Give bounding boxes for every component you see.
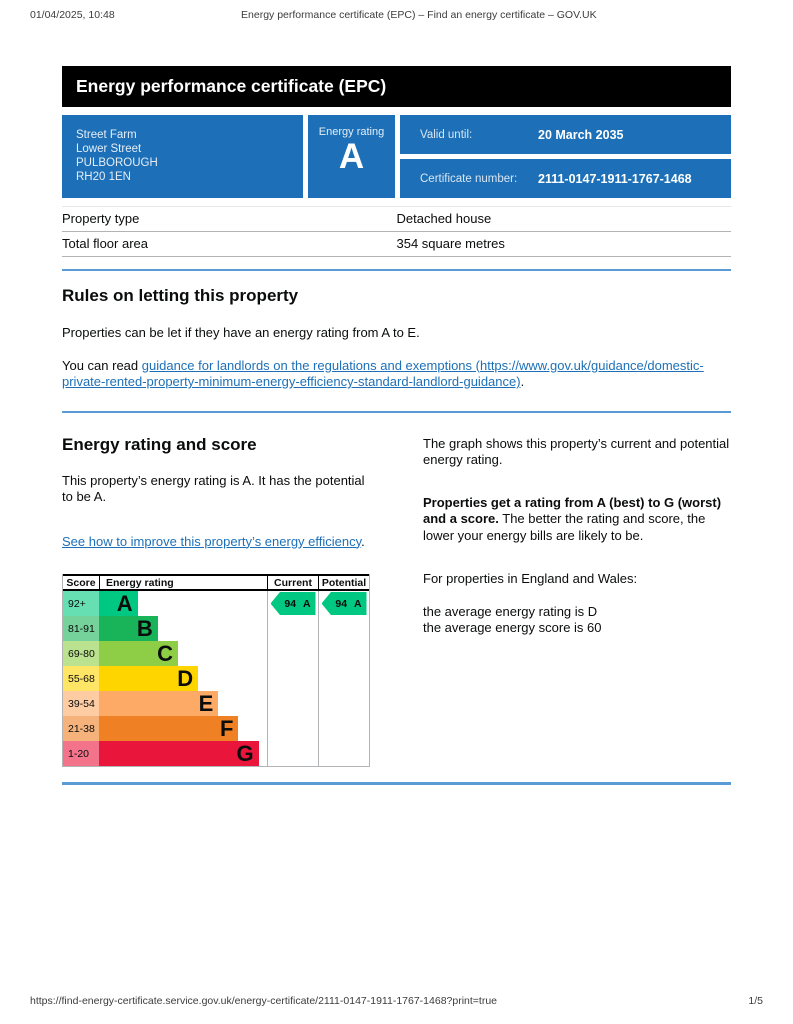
section-divider: [62, 269, 731, 271]
current-letter: A: [303, 597, 311, 610]
property-type-label: Property type: [62, 206, 397, 232]
address-line: Street Farm: [76, 129, 137, 141]
valid-until-box: Valid until: 20 March 2035: [400, 115, 731, 154]
current-rating-arrow: 94 A: [270, 592, 316, 615]
certificate-number-box: Certificate number: 2111-0147-1911-1767-…: [400, 159, 731, 198]
rules-paragraph: Properties can be let if they have an en…: [62, 325, 420, 340]
epc-band-bar: D: [99, 666, 199, 691]
epc-band-score-range: 55-68: [63, 666, 99, 691]
energy-rating-value: A: [338, 137, 365, 176]
total-floor-area-value: 354 square metres: [396, 231, 731, 257]
print-footer: https://find-energy-certificate.service.…: [30, 995, 763, 1007]
rating-explainer-paragraph: Properties get a rating from A (best) to…: [423, 495, 731, 545]
epc-band-score-range: 39-54: [63, 691, 99, 716]
energy-rating-label: Energy rating: [318, 126, 385, 138]
epc-band-bar: A: [99, 591, 138, 616]
rules-guidance-suffix: .: [520, 374, 525, 389]
print-header: 01/04/2025, 10:48 Energy performance cer…: [30, 9, 763, 21]
improve-efficiency-link[interactable]: See how to improve this property’s energ…: [62, 533, 362, 549]
property-address: Street Farm Lower Street PULBOROUGH RH20…: [62, 115, 303, 198]
rules-section-heading: Rules on letting this property: [62, 286, 299, 305]
epc-band-letter: F: [219, 716, 234, 741]
graph-description-paragraph: The graph shows this property’s current …: [423, 435, 730, 468]
section-divider: [62, 782, 731, 785]
rating-summary-paragraph: This property’s energy rating is A. It h…: [62, 472, 365, 505]
print-page-indicator: 1/5: [748, 995, 763, 1007]
rating-section-heading: Energy rating and score: [62, 434, 257, 454]
epc-band-letter: D: [177, 666, 194, 691]
epc-band-row-e: 39-54 E: [63, 691, 369, 716]
potential-letter: A: [354, 597, 362, 610]
epc-band-letter: G: [236, 741, 254, 766]
property-type-value: Detached house: [396, 206, 731, 232]
total-floor-area-label: Total floor area: [62, 231, 397, 257]
epc-band-row-b: 81-91 B: [63, 616, 369, 641]
epc-band-score-range: 81-91: [63, 616, 99, 641]
epc-rating-chart: Score Energy rating Current Potential 92…: [62, 574, 370, 767]
section-divider: [62, 410, 731, 413]
epc-band-letter: A: [116, 591, 133, 616]
table-row: Property type Detached house: [62, 206, 731, 232]
landlord-guidance-link[interactable]: guidance for landlords on the regulation…: [62, 357, 704, 390]
potential-score: 94: [335, 597, 348, 610]
print-datetime: 01/04/2025, 10:48: [30, 9, 115, 21]
address-line: PULBOROUGH: [76, 157, 158, 169]
epc-band-bar: E: [99, 691, 219, 716]
certificate-summary: Street Farm Lower Street PULBOROUGH RH20…: [62, 115, 731, 198]
epc-band-bar: F: [99, 716, 239, 741]
address-line: Lower Street: [76, 143, 142, 155]
valid-until-value: 20 March 2035: [538, 127, 624, 142]
epc-band-row-d: 55-68 D: [63, 666, 369, 691]
current-score: 94: [284, 597, 297, 610]
address-line: RH20 1EN: [76, 171, 131, 183]
rules-guidance-paragraph: You can read guidance for landlords on t…: [62, 358, 731, 391]
epc-header-potential: Potential: [318, 576, 369, 589]
valid-until-label: Valid until:: [420, 128, 473, 141]
improve-link-suffix: .: [361, 533, 365, 549]
england-wales-paragraph: For properties in England and Wales:: [423, 571, 638, 586]
epc-band-bar: C: [99, 641, 178, 666]
epc-band-score-range: 69-80: [63, 641, 99, 666]
table-row: Total floor area 354 square metres: [62, 231, 731, 257]
epc-band-row-g: 1-20 G: [63, 741, 369, 766]
epc-header-current: Current: [267, 576, 318, 589]
print-document-title: Energy performance certificate (EPC) – F…: [241, 9, 597, 21]
epc-header-score: Score: [66, 577, 96, 589]
certificate-number-label: Certificate number:: [420, 172, 518, 185]
rating-explainer-rest: The better the rating and score, the low…: [423, 511, 706, 543]
certificate-page: Energy performance certificate (EPC) Str…: [62, 66, 731, 785]
epc-band-letter: B: [136, 616, 153, 641]
epc-band-row-c: 69-80 C: [63, 641, 369, 666]
property-facts-table: Property type Detached house Total floor…: [62, 206, 731, 257]
improve-paragraph: See how to improve this property’s energ…: [62, 534, 374, 551]
epc-band-bar: G: [99, 741, 259, 766]
rules-guidance-prefix: You can read: [62, 357, 142, 373]
epc-band-letter: E: [198, 691, 214, 716]
print-footer-url: https://find-energy-certificate.service.…: [30, 995, 498, 1007]
average-score-line: the average energy score is 60: [423, 620, 602, 635]
epc-band-score-range: 1-20: [63, 741, 99, 766]
certificate-number-value: 2111-0147-1911-1767-1468: [538, 171, 692, 186]
epc-band-row-f: 21-38 F: [63, 716, 369, 741]
epc-chart-header: Score Energy rating Current Potential: [63, 574, 369, 591]
page-title-banner: Energy performance certificate (EPC): [62, 66, 731, 107]
epc-band-score-range: 92+: [63, 591, 99, 616]
epc-header-energy-rating: Energy rating: [99, 576, 267, 589]
average-rating-line: the average energy rating is D: [423, 603, 598, 619]
rating-explainer-bold: Properties get a rating from A (best) to…: [423, 494, 722, 527]
epc-band-score-range: 21-38: [63, 716, 99, 741]
potential-rating-arrow: 94 A: [321, 592, 367, 615]
epc-band-row-a: 92+ A 94 A 94 A: [63, 591, 369, 616]
energy-rating-box: Energy rating A: [308, 115, 395, 198]
epc-band-bar: B: [99, 616, 158, 641]
epc-band-letter: C: [157, 641, 173, 666]
